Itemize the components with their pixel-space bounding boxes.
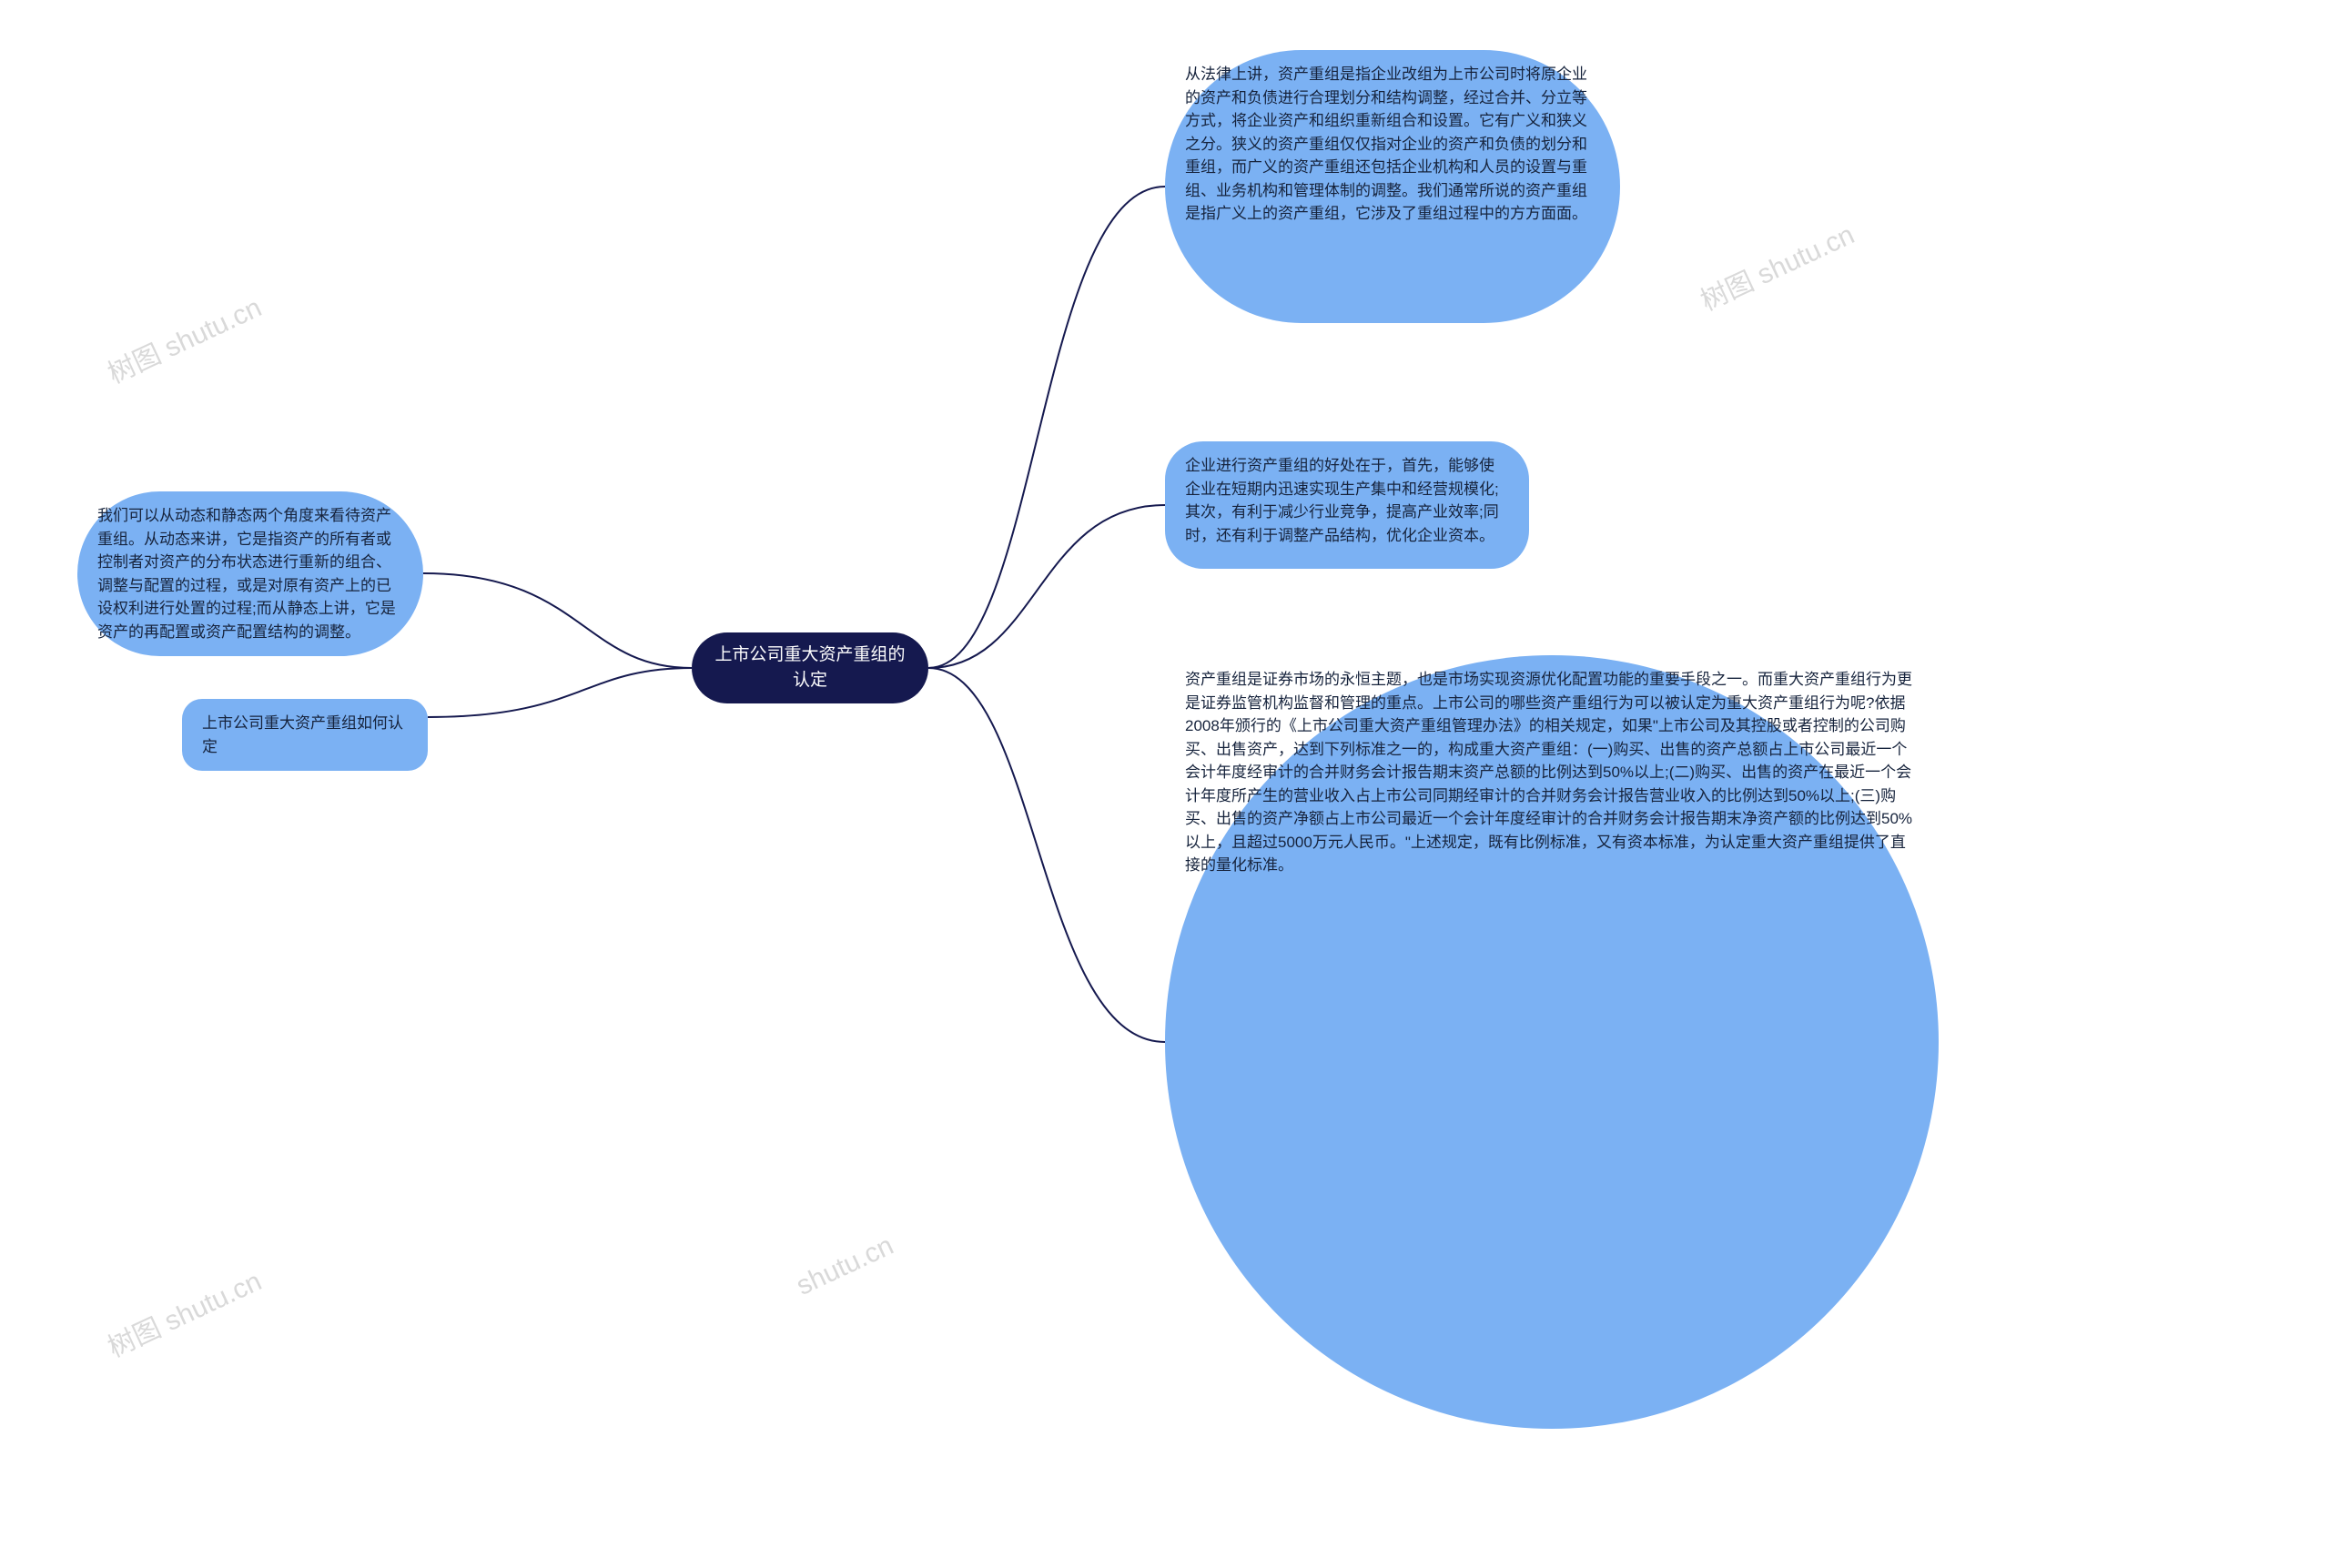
- node-text: 上市公司重大资产重组如何认定: [202, 714, 403, 755]
- branch-node-benefits[interactable]: 企业进行资产重组的好处在于，首先，能够使企业在短期内迅速实现生产集中和经营规模化…: [1165, 441, 1529, 569]
- connector-layer: [0, 0, 2330, 1568]
- node-text: 我们可以从动态和静态两个角度来看待资产重组。从动态来讲，它是指资产的所有者或控制…: [97, 507, 396, 641]
- node-text: 资产重组是证券市场的永恒主题，也是市场实现资源优化配置功能的重要手段之一。而重大…: [1185, 671, 1912, 874]
- mindmap-canvas: 树图 shutu.cn 树图 shutu.cn 树图 shutu.cn shut…: [0, 0, 2330, 1568]
- watermark: 树图 shutu.cn: [1693, 212, 1859, 319]
- branch-node-regulation[interactable]: 资产重组是证券市场的永恒主题，也是市场实现资源优化配置功能的重要手段之一。而重大…: [1165, 655, 1939, 1429]
- watermark: shutu.cn: [792, 1230, 898, 1302]
- center-topic-label: 上市公司重大资产重组的认定: [712, 642, 908, 694]
- center-topic[interactable]: 上市公司重大资产重组的认定: [692, 632, 928, 703]
- branch-node-legal-definition[interactable]: 从法律上讲，资产重组是指企业改组为上市公司时将原企业的资产和负债进行合理划分和结…: [1165, 50, 1620, 323]
- node-text: 从法律上讲，资产重组是指企业改组为上市公司时将原企业的资产和负债进行合理划分和结…: [1185, 66, 1587, 222]
- watermark: 树图 shutu.cn: [100, 285, 267, 391]
- node-text: 企业进行资产重组的好处在于，首先，能够使企业在短期内迅速实现生产集中和经营规模化…: [1185, 457, 1499, 544]
- watermark: 树图 shutu.cn: [100, 1259, 267, 1365]
- branch-node-how-identify[interactable]: 上市公司重大资产重组如何认定: [182, 699, 428, 771]
- branch-node-dynamic-static[interactable]: 我们可以从动态和静态两个角度来看待资产重组。从动态来讲，它是指资产的所有者或控制…: [77, 491, 423, 656]
